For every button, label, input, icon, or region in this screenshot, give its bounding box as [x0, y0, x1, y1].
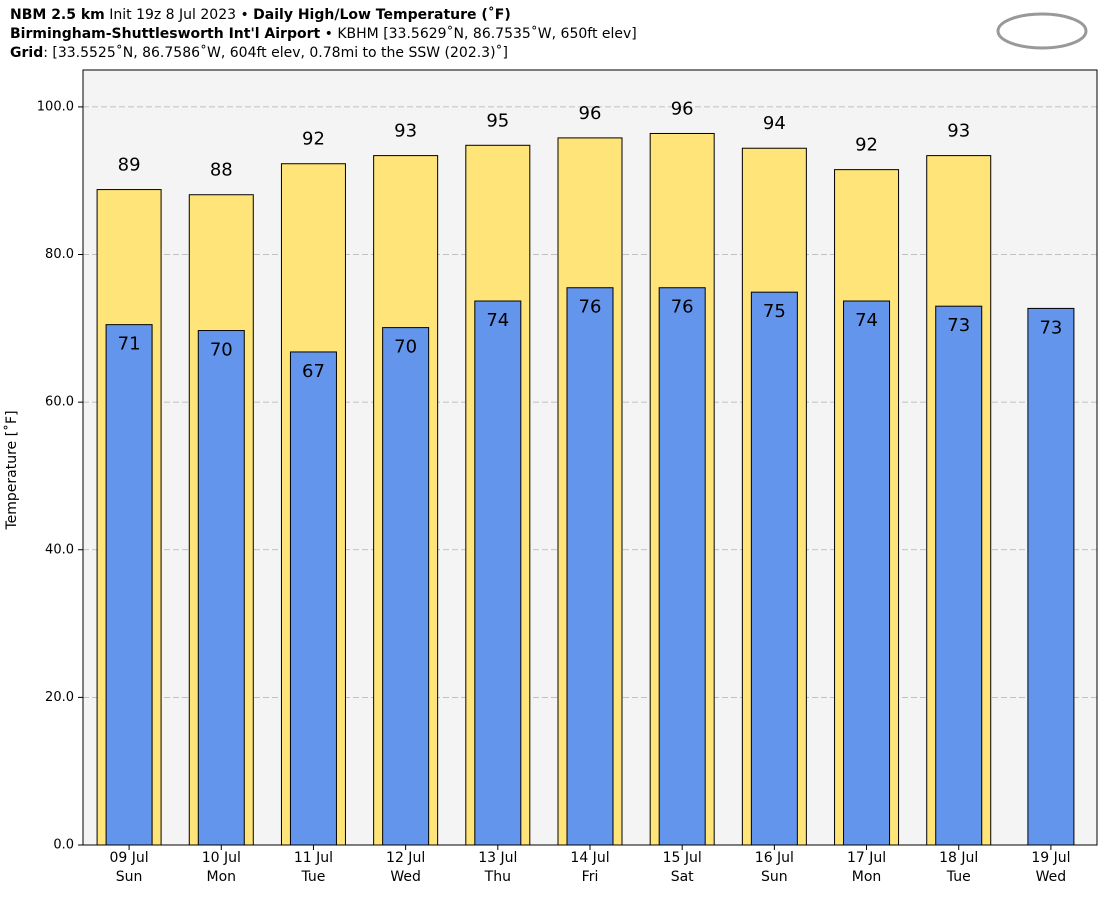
low-bar [658, 287, 706, 846]
low-bar [474, 300, 522, 846]
x-tick-label: 18 Jul [939, 850, 978, 866]
value-label: 93 [394, 121, 417, 142]
x-tick-label: 16 Jul [755, 850, 794, 866]
x-tick-day: Mon [207, 869, 237, 885]
x-tick-label: 11 Jul [294, 850, 333, 866]
y-tick-label: 80.0 [45, 247, 74, 262]
x-tick-label: 15 Jul [663, 850, 702, 866]
x-tick-day: Tue [300, 869, 325, 885]
x-tick-day: Fri [582, 869, 599, 885]
x-tick-label: 14 Jul [570, 850, 609, 866]
logo-swirl [996, 12, 1088, 50]
header-text: • KBHM [33.5629˚N, 86.7535˚W, 650ft elev… [320, 25, 637, 42]
y-tick-label: 100.0 [37, 99, 74, 114]
x-tick-day: Wed [1036, 869, 1067, 885]
header-line: Grid: [33.5525˚N, 86.7586˚W, 604ft elev,… [10, 44, 508, 61]
y-tick-label: 40.0 [45, 542, 74, 557]
value-label: 93 [947, 121, 970, 142]
header-text: Init 19z 8 Jul 2023 • [105, 7, 253, 23]
value-label: 92 [855, 135, 878, 156]
header-line: Birmingham-Shuttlesworth Int'l Airport •… [10, 25, 637, 42]
low-bar [843, 300, 891, 846]
x-tick-day: Sun [116, 869, 143, 885]
low-bar [1027, 307, 1075, 846]
value-label: 73 [947, 315, 970, 336]
x-tick-day: Mon [852, 869, 882, 885]
plot-frame [82, 69, 1098, 846]
y-tick-label: 20.0 [45, 690, 74, 705]
value-label: 89 [118, 155, 141, 176]
value-label: 74 [486, 310, 509, 331]
value-label: 92 [302, 129, 325, 150]
value-label: 74 [855, 310, 878, 331]
value-label: 76 [671, 297, 694, 318]
header-text: NBM 2.5 km [10, 7, 105, 23]
value-label: 95 [486, 110, 509, 131]
header-text: : [33.5525˚N, 86.7586˚W, 604ft elev, 0.7… [43, 44, 508, 61]
x-tick-day: Thu [484, 869, 511, 885]
y-tick-label: 0.0 [53, 838, 74, 853]
x-tick-label: 17 Jul [847, 850, 886, 866]
y-tick-label: 60.0 [45, 395, 74, 410]
value-label: 70 [210, 340, 233, 361]
x-tick-day: Wed [390, 869, 421, 885]
value-label: 76 [579, 297, 602, 318]
value-label: 75 [763, 301, 786, 322]
header-text: Daily High/Low Temperature (˚F) [253, 6, 511, 23]
x-tick-label: 09 Jul [110, 850, 149, 866]
x-tick-label: 19 Jul [1031, 850, 1070, 866]
x-tick-day: Sun [761, 869, 788, 885]
x-tick-day: Tue [946, 869, 971, 885]
low-bar [197, 330, 245, 846]
value-label: 70 [394, 337, 417, 358]
low-bar [750, 291, 798, 846]
low-bar [382, 327, 430, 846]
value-label: 88 [210, 160, 233, 181]
low-bar [289, 351, 337, 846]
value-label: 96 [579, 103, 602, 124]
value-label: 67 [302, 361, 325, 382]
low-bar [935, 305, 983, 846]
header-line: NBM 2.5 km Init 19z 8 Jul 2023 • Daily H… [10, 6, 511, 23]
value-label: 94 [763, 113, 786, 134]
value-label: 73 [1039, 317, 1062, 338]
x-tick-label: 10 Jul [202, 850, 241, 866]
low-bar [105, 324, 153, 846]
header-text: Grid [10, 45, 43, 61]
y-axis-label: Temperature [˚F] [3, 410, 20, 530]
x-tick-label: 13 Jul [478, 850, 517, 866]
value-label: 96 [671, 98, 694, 119]
x-tick-day: Sat [671, 869, 694, 885]
x-tick-label: 12 Jul [386, 850, 425, 866]
low-bar [566, 287, 614, 846]
header-text: Birmingham-Shuttlesworth Int'l Airport [10, 26, 320, 42]
value-label: 71 [118, 334, 141, 355]
